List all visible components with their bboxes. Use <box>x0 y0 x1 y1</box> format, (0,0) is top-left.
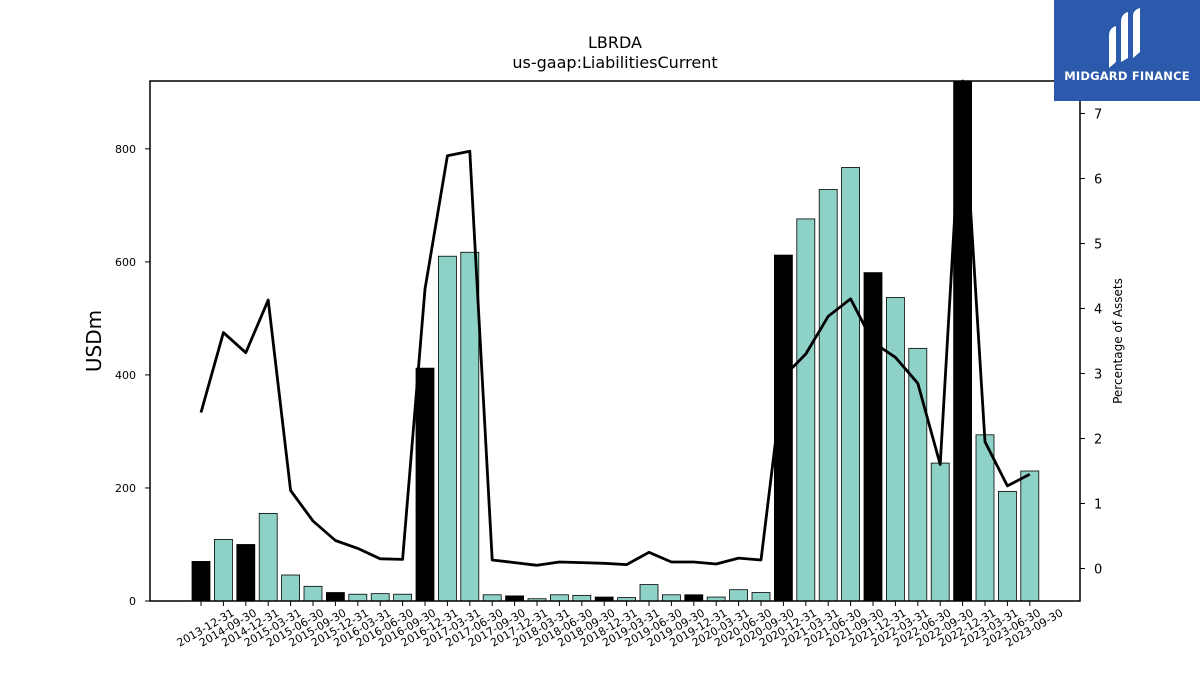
y2-tick-label: 5 <box>1094 238 1102 253</box>
bar <box>572 594 592 602</box>
plot-frame <box>149 80 1081 602</box>
line-layer <box>199 79 1031 567</box>
logo-mark-icon <box>1109 8 1140 68</box>
y-tick-label: 0 <box>129 595 136 608</box>
y2-tick-label: 2 <box>1094 433 1102 448</box>
bar <box>393 593 413 602</box>
bar <box>662 594 681 602</box>
y-axis-label: USDm <box>82 310 106 372</box>
y2-tick-label: 0 <box>1094 563 1102 578</box>
bar <box>437 255 457 602</box>
bar <box>550 594 569 602</box>
bar <box>505 595 525 602</box>
bar <box>818 189 838 602</box>
bars-layer <box>191 80 1040 602</box>
bar <box>1020 470 1040 602</box>
y2-tick-label: 6 <box>1094 173 1102 188</box>
midgard-finance-logo: MIDGARD FINANCE <box>1054 0 1200 101</box>
y-tick-label: 400 <box>115 369 136 382</box>
chart-title: LBRDA <box>588 33 642 52</box>
bar <box>482 594 502 602</box>
bar <box>258 512 278 602</box>
bar <box>303 585 323 602</box>
bar <box>348 593 368 602</box>
bar <box>460 251 480 602</box>
axes-layer: 0200400600800012345672013-12-312014-09-3… <box>115 108 1102 650</box>
line-series <box>199 79 1031 567</box>
bar <box>863 272 883 602</box>
bar <box>796 218 816 602</box>
bar <box>281 574 301 602</box>
bar <box>213 538 233 602</box>
y-tick-label: 200 <box>115 482 136 495</box>
bar <box>751 592 771 602</box>
bar <box>975 434 995 602</box>
chart-subtitle: us-gaap:LiabilitiesCurrent <box>512 53 717 72</box>
bar <box>841 167 860 602</box>
y2-axis-label: Percentage of Assets <box>1111 278 1125 404</box>
bar <box>886 297 905 602</box>
y2-tick-label: 3 <box>1094 368 1102 383</box>
logo-text: MIDGARD FINANCE <box>1064 69 1190 83</box>
y2-tick-label: 7 <box>1094 108 1102 123</box>
bar <box>325 592 345 602</box>
bar <box>953 80 972 602</box>
y-tick-label: 800 <box>115 143 136 156</box>
bar <box>998 490 1017 602</box>
bar <box>415 367 435 602</box>
bar <box>639 584 659 602</box>
bar <box>236 544 256 602</box>
bar <box>684 594 704 602</box>
bar <box>930 462 950 602</box>
bar <box>729 589 748 602</box>
y-tick-label: 600 <box>115 256 136 269</box>
y2-tick-label: 1 <box>1094 498 1102 513</box>
y2-tick-label: 4 <box>1094 303 1102 318</box>
bar <box>370 593 390 602</box>
bar <box>191 561 211 602</box>
